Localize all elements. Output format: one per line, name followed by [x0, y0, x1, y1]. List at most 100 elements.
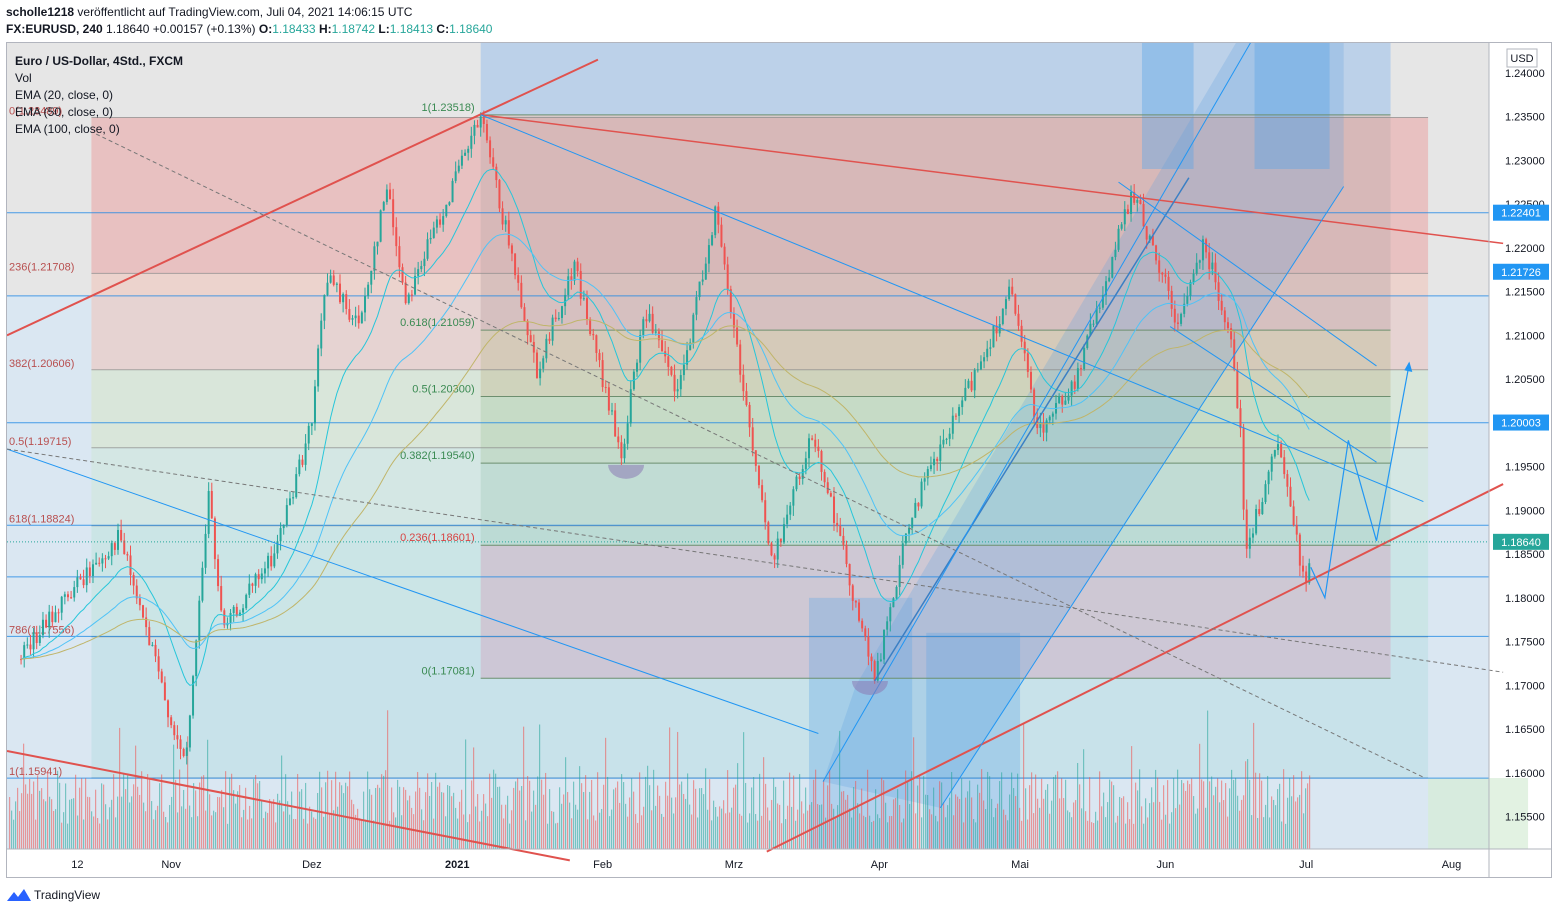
volume-bar: [1097, 820, 1099, 849]
candle-body: [414, 275, 417, 295]
fib-major-label: 0.236(1.18601): [400, 532, 475, 544]
x-tick-label: Apr: [871, 859, 888, 871]
candle-body: [995, 325, 998, 334]
candle-body: [329, 275, 332, 283]
candle-body: [570, 276, 573, 281]
candle-body: [589, 319, 592, 335]
volume-bar: [349, 771, 351, 849]
candle-body: [1089, 323, 1092, 336]
volume-bar: [1017, 773, 1019, 849]
volume-bar: [653, 769, 655, 849]
volume-bar: [727, 770, 729, 849]
legend-item-ema20[interactable]: EMA (20, close, 0): [15, 88, 114, 102]
candle-body: [232, 606, 235, 613]
volume-bar: [1267, 775, 1269, 849]
legend-item-ema100[interactable]: EMA (100, close, 0): [15, 122, 120, 136]
candle-body: [1136, 199, 1139, 203]
candle-body: [517, 275, 520, 283]
candle-body: [961, 400, 964, 408]
volume-bar: [747, 822, 749, 849]
candle-body: [295, 474, 298, 498]
candle-body: [773, 555, 776, 560]
volume-bar: [63, 812, 65, 849]
volume-bar: [401, 815, 403, 849]
candle-body: [979, 361, 982, 370]
volume-bar: [913, 737, 915, 849]
candle-body: [823, 471, 826, 483]
volume-bar: [41, 788, 43, 849]
candle-body: [895, 586, 898, 599]
volume-bar: [1069, 812, 1071, 849]
volume-bar: [1215, 786, 1217, 849]
volume-bar: [883, 780, 885, 849]
volume-bar: [613, 789, 615, 849]
chart-area[interactable]: 1(1.23518) 0.618(1.21059) 0.5(1.20300) 0.38…: [6, 42, 1552, 878]
volume-bar: [483, 794, 485, 849]
volume-bar: [917, 785, 919, 849]
candle-body: [651, 313, 654, 333]
candle-body: [110, 543, 113, 557]
volume-bar: [407, 800, 409, 849]
volume-bar: [37, 775, 39, 849]
candle-body: [929, 465, 932, 470]
volume-bar: [719, 806, 721, 849]
volume-bar: [413, 814, 415, 849]
candle-body: [1276, 444, 1279, 451]
volume-bar: [199, 782, 201, 849]
candle-body: [786, 514, 789, 525]
volume-bar: [455, 807, 457, 849]
bottom-arc: [851, 680, 888, 695]
candle-body: [1101, 294, 1104, 308]
candle-body: [254, 574, 257, 586]
candle-body: [263, 568, 266, 574]
candle-body: [1223, 310, 1226, 323]
candle-body: [1205, 239, 1208, 253]
volume-bar: [707, 809, 709, 849]
candle-body: [854, 600, 857, 603]
volume-bar: [385, 770, 387, 849]
footer-brand[interactable]: TradingView: [34, 888, 101, 902]
candle-body: [661, 340, 664, 352]
publisher-name[interactable]: scholle1218: [6, 5, 75, 19]
volume-bar: [829, 770, 831, 849]
volume-bar: [521, 786, 523, 849]
volume-bar: [465, 739, 467, 849]
price-chart[interactable]: 1(1.23518)0.618(1.21059)0.5(1.20300)0.38…: [7, 43, 1552, 878]
x-tick-label: 2021: [445, 859, 469, 871]
legend-item-volume[interactable]: Vol: [15, 71, 32, 85]
volume-bar: [1233, 779, 1235, 849]
candle-body: [1067, 395, 1070, 401]
volume-bar: [1103, 792, 1105, 849]
candle-body: [198, 600, 201, 641]
candle-body: [807, 438, 810, 459]
volume-bar: [231, 773, 233, 849]
trendline-blue-lower: [7, 448, 819, 734]
volume-bar: [191, 817, 193, 849]
candle-body: [936, 458, 939, 461]
candle-body: [1167, 276, 1170, 291]
volume-bar: [67, 823, 69, 849]
volume-bar: [69, 799, 71, 849]
candle-body: [792, 489, 795, 506]
volume-bar: [121, 796, 123, 849]
volume-bar: [45, 801, 47, 849]
candle-body: [1289, 486, 1292, 507]
volume-bar: [383, 775, 385, 849]
volume-bar: [569, 802, 571, 849]
volume-bar: [515, 781, 517, 849]
candle-body: [335, 283, 338, 285]
candle-body: [645, 319, 648, 322]
bottom-arc: [608, 464, 645, 479]
candle-body: [1308, 563, 1311, 583]
volume-bar: [223, 807, 225, 849]
volume-bar: [1225, 783, 1227, 849]
candle-body: [945, 438, 948, 440]
volume-bar: [1171, 812, 1173, 849]
volume-bar: [599, 812, 601, 849]
volume-bar: [237, 791, 239, 849]
volume-bar: [343, 793, 345, 849]
highlight-column: [1141, 43, 1194, 170]
volume-bar: [57, 770, 59, 849]
legend-item-ema50[interactable]: EMA (50, close, 0): [15, 105, 114, 119]
volume-bar: [211, 815, 213, 849]
